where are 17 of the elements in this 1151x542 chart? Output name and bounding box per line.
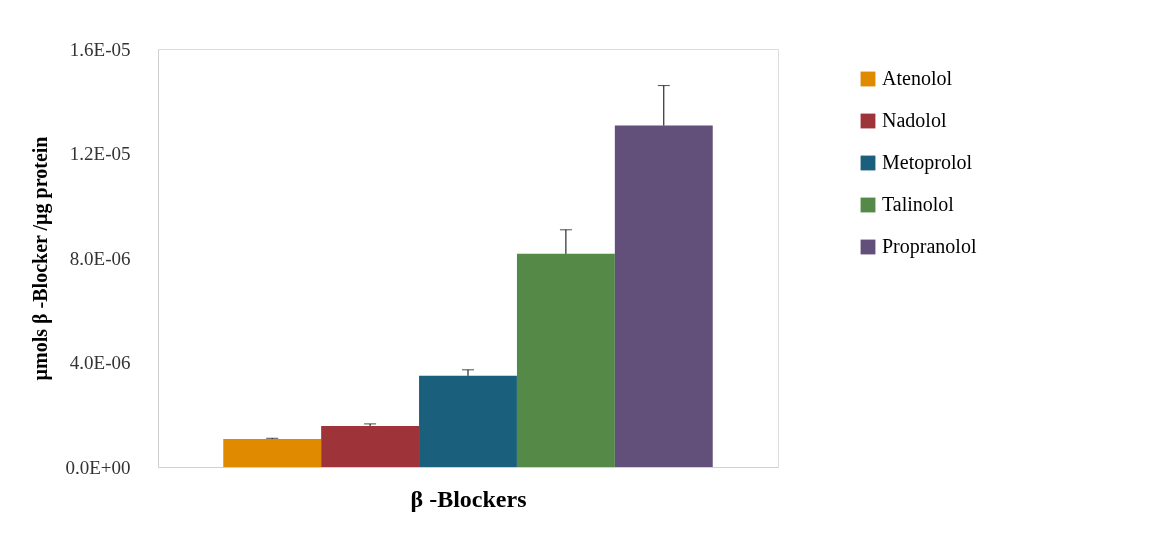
bar xyxy=(419,375,517,467)
x-axis-title: β -Blockers xyxy=(410,485,527,512)
y-tick-label: 1.2E-05 xyxy=(69,143,131,164)
bar xyxy=(321,425,420,467)
legend-label: Propranolol xyxy=(882,235,977,258)
bar xyxy=(614,125,713,467)
bar xyxy=(516,253,615,467)
y-tick-label: 0.0E+00 xyxy=(65,456,131,478)
legend-label: Talinolol xyxy=(882,193,955,215)
y-axis-title: µmols β -Blocker /µg protein xyxy=(29,136,53,381)
bar xyxy=(223,439,322,467)
y-tick-label: 8.0E-06 xyxy=(69,247,131,269)
legend-label: Metoprolol xyxy=(882,151,973,174)
legend-label: Atenolol xyxy=(882,67,953,89)
legend-label: Nadolol xyxy=(882,109,947,131)
y-tick-label: 1.6E-05 xyxy=(69,38,131,60)
y-tick-label: 4.0E-06 xyxy=(69,352,131,373)
